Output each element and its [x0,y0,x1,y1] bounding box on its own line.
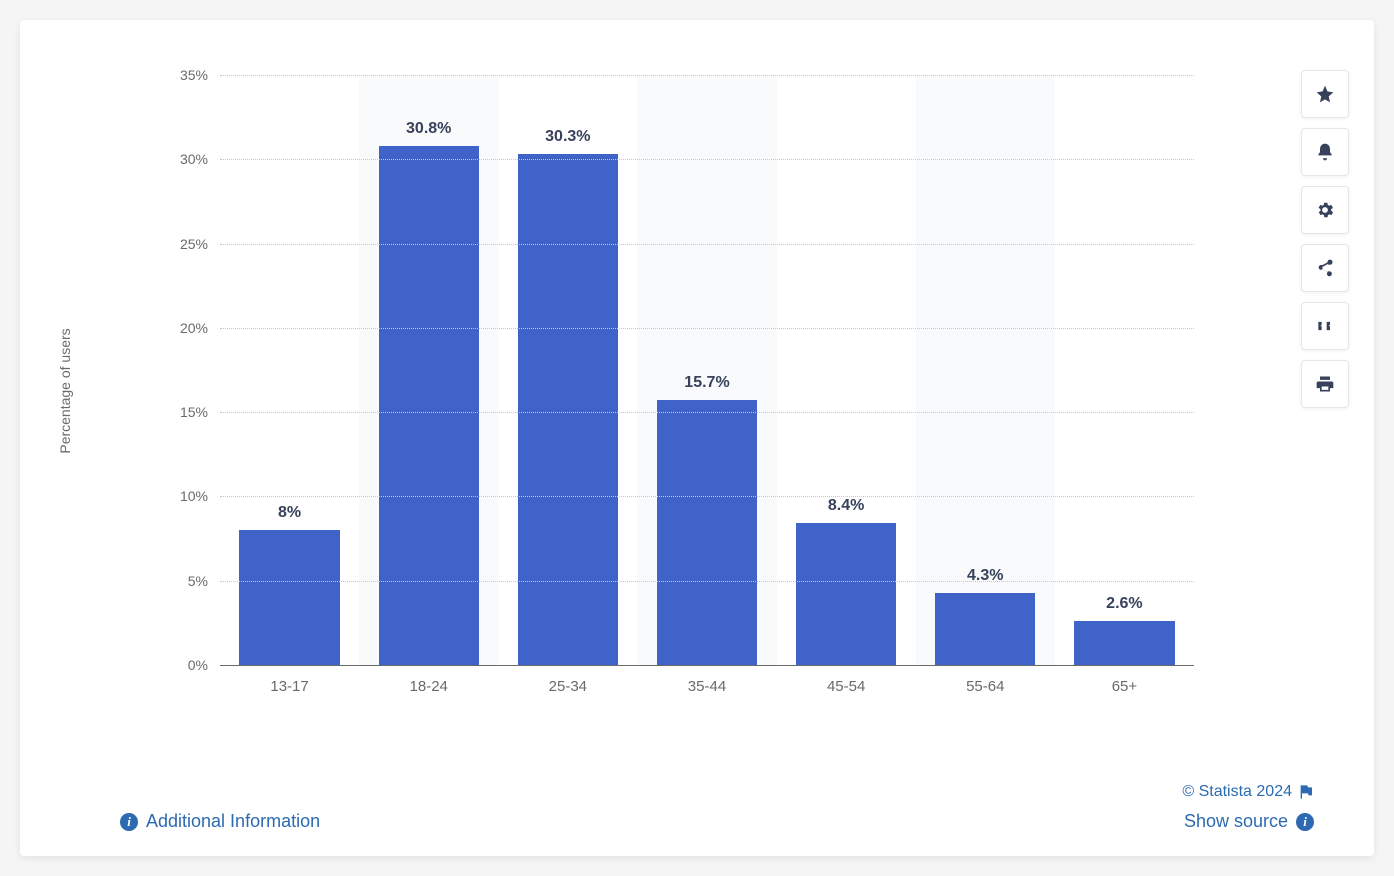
x-tick-label: 65+ [1055,666,1194,706]
bar[interactable]: 8.4% [796,523,896,665]
bar-slot: 8% [220,75,359,665]
copyright-text: © Statista 2024 [1182,783,1292,801]
bars-container: 8% 30.8% 30.3% 15.7% 8.4% 4.3% 2.6% [220,75,1194,665]
bar[interactable]: 2.6% [1074,621,1174,665]
settings-button[interactable] [1301,186,1349,234]
y-tick-label: 30% [180,151,220,167]
x-tick-label: 13-17 [220,666,359,706]
share-button[interactable] [1301,244,1349,292]
x-tick-label: 35-44 [637,666,776,706]
chart-footer: i Additional Information © Statista 2024… [120,783,1314,832]
bar[interactable]: 15.7% [657,400,757,665]
y-axis-label: Percentage of users [57,328,73,453]
grid-line [220,496,1194,497]
chart-card: Percentage of users 8% 30.8% 30.3% 15.7% 8.4… [20,20,1374,856]
info-icon: i [120,813,138,831]
cite-button[interactable] [1301,302,1349,350]
x-axis-labels: 13-1718-2425-3435-4445-5455-6465+ [220,666,1194,706]
notify-button[interactable] [1301,128,1349,176]
footer-right: © Statista 2024 Show source i [1182,783,1314,832]
grid-line [220,412,1194,413]
grid-line [220,159,1194,160]
bar-slot: 30.3% [498,75,637,665]
additional-info-label: Additional Information [146,811,320,832]
chart-area: Percentage of users 8%30.8%30.3%15.7%8.4… [130,75,1204,706]
show-source-link[interactable]: Show source i [1182,811,1314,832]
x-tick-label: 45-54 [777,666,916,706]
gear-icon [1315,200,1335,220]
info-icon: i [1296,813,1314,831]
bar-slot: 8.4% [777,75,916,665]
bar-value-label: 2.6% [1106,595,1142,613]
print-icon [1315,374,1335,394]
bar-value-label: 8.4% [828,497,864,515]
bar-slot: 2.6% [1055,75,1194,665]
additional-info-link[interactable]: i Additional Information [120,811,320,832]
x-tick-label: 18-24 [359,666,498,706]
y-tick-label: 5% [188,573,220,589]
bar-value-label: 15.7% [684,374,729,392]
grid-line [220,244,1194,245]
bar[interactable]: 4.3% [935,593,1035,665]
bar-slot: 4.3% [916,75,1055,665]
grid-line [220,75,1194,76]
flag-icon[interactable] [1298,784,1314,800]
bar-value-label: 30.3% [545,128,590,146]
y-tick-label: 25% [180,236,220,252]
grid-line [220,581,1194,582]
star-icon [1315,84,1335,104]
show-source-label: Show source [1184,811,1288,832]
bar-slot: 30.8% [359,75,498,665]
y-tick-label: 35% [180,67,220,83]
bar[interactable]: 8% [239,530,339,665]
y-tick-label: 20% [180,320,220,336]
copyright-line: © Statista 2024 [1182,783,1314,801]
bar-value-label: 4.3% [967,567,1003,585]
bar-value-label: 30.8% [406,120,451,138]
bar[interactable]: 30.8% [379,146,479,665]
x-tick-label: 55-64 [916,666,1055,706]
y-tick-label: 15% [180,404,220,420]
bar[interactable]: 30.3% [518,154,618,665]
x-tick-label: 25-34 [498,666,637,706]
y-tick-label: 10% [180,488,220,504]
chart-toolbar [1301,70,1349,408]
bell-icon [1315,142,1335,162]
y-tick-label: 0% [188,657,220,673]
bar-slot: 15.7% [637,75,776,665]
favorite-button[interactable] [1301,70,1349,118]
bar-value-label: 8% [278,504,301,522]
plot-region: 8%30.8%30.3%15.7%8.4%4.3%2.6% 0%5%10%15%… [220,75,1194,666]
print-button[interactable] [1301,360,1349,408]
quote-icon [1315,316,1335,336]
grid-line [220,328,1194,329]
share-icon [1315,258,1335,278]
